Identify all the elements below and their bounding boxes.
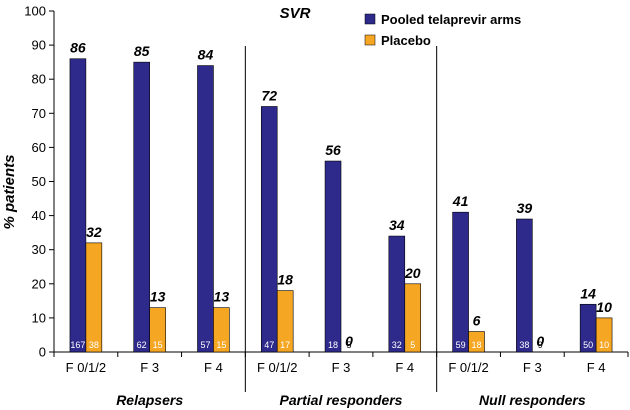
bar-value-label: 32 [86, 224, 102, 240]
y-axis-label: % patients [1, 154, 18, 229]
bar-value-label: 13 [214, 289, 230, 305]
y-tick-label: 50 [32, 174, 46, 189]
bar-n-label: 5 [410, 340, 415, 350]
bars [69, 58, 613, 353]
legend-label-pooled: Pooled telaprevir arms [381, 12, 521, 27]
bar [133, 61, 150, 353]
bar [276, 290, 294, 353]
y-tick-label: 90 [32, 38, 46, 53]
bar-n-label: 62 [137, 340, 147, 350]
x-category-label: F 4 [204, 360, 223, 375]
bar [324, 160, 342, 353]
bar [516, 218, 533, 353]
group-labels: Relapsers Partial responders Null responde… [116, 392, 586, 408]
bar-value-label: 72 [261, 87, 277, 103]
y-tick-label: 0 [39, 345, 46, 360]
bar-value-label: 0 [345, 333, 353, 349]
group-label: Relapsers [116, 392, 183, 408]
legend-swatch-placebo [364, 34, 376, 46]
x-axis: F 0/1/2 F 3 F 4 F 0/1/2 F 3 F 4 F 0/1/2 F 3 F 4 [53, 351, 629, 375]
bar [213, 307, 230, 353]
y-tick-label: 60 [32, 140, 46, 155]
bar-value-label: 18 [277, 272, 293, 288]
x-category-label: F 3 [140, 360, 159, 375]
x-category-label: F 4 [587, 360, 606, 375]
bar-value-label: 20 [404, 265, 421, 281]
legend-swatch-pooled [364, 13, 376, 25]
legend-label-placebo: Placebo [381, 33, 431, 48]
bar-value-label: 14 [580, 285, 596, 301]
bar-value-label: 6 [473, 313, 481, 329]
bar-value-label: 13 [150, 289, 166, 305]
bar-value-label: 41 [452, 193, 469, 209]
bar-value-label: 39 [517, 200, 533, 216]
bar-n-label: 59 [456, 340, 466, 350]
bar-n-label: 47 [264, 340, 274, 350]
y-tick-label: 80 [32, 72, 46, 87]
bar [595, 317, 613, 353]
y-tick-label: 100 [24, 4, 46, 19]
legend: Pooled telaprevir arms Placebo [364, 12, 521, 48]
group-label: Null responders [479, 392, 586, 408]
bar-value-label: 10 [596, 299, 612, 315]
y-tick-label: 40 [32, 208, 46, 223]
y-tick-label: 70 [32, 106, 46, 121]
bar-n-label: 18 [328, 340, 338, 350]
bar-n-label: 38 [519, 340, 529, 350]
bar [452, 211, 469, 353]
y-tick-label: 10 [32, 310, 46, 325]
bar [404, 283, 422, 353]
x-category-label: F 3 [332, 360, 351, 375]
bar-n-label: 38 [89, 340, 99, 350]
chart-title: SVR [280, 5, 311, 22]
bar-n-label: 57 [200, 340, 210, 350]
bar [197, 65, 214, 353]
bar [85, 242, 103, 353]
x-category-label: F 0/1/2 [448, 360, 488, 375]
y-tick-label: 30 [32, 242, 46, 257]
bar-n-label: 17 [280, 340, 290, 350]
x-category-label: F 3 [523, 360, 542, 375]
bar-value-label: 86 [70, 40, 86, 56]
bar [388, 235, 406, 353]
group-separators [244, 46, 438, 392]
bar-n-label: 15 [153, 340, 163, 350]
bar-n-label: 167 [70, 340, 85, 350]
bar [69, 58, 87, 353]
bar-n-label: 10 [599, 340, 609, 350]
bar-n-label: 5 [346, 340, 351, 350]
y-axis: 0 10 20 30 40 50 60 70 80 90 100 [24, 4, 55, 360]
bar-value-label: 85 [134, 43, 150, 59]
y-tick-label: 20 [32, 276, 46, 291]
bar-n-label: 15 [216, 340, 226, 350]
group-label: Partial responders [280, 392, 403, 408]
bar-value-label: 0 [536, 333, 544, 349]
x-category-label: F 4 [395, 360, 414, 375]
bar-n-label: 50 [583, 340, 593, 350]
x-category-label: F 0/1/2 [257, 360, 297, 375]
bar-n-label: 9 [538, 340, 543, 350]
bar-value-label: 84 [198, 47, 214, 63]
bar-n-label: 18 [472, 340, 482, 350]
bar [149, 307, 166, 353]
bar-n-label: 32 [392, 340, 402, 350]
bar [260, 106, 278, 353]
bar-value-label: 56 [325, 142, 341, 158]
bar-value-label: 34 [389, 217, 405, 233]
bar [468, 331, 485, 353]
x-category-label: F 0/1/2 [66, 360, 106, 375]
